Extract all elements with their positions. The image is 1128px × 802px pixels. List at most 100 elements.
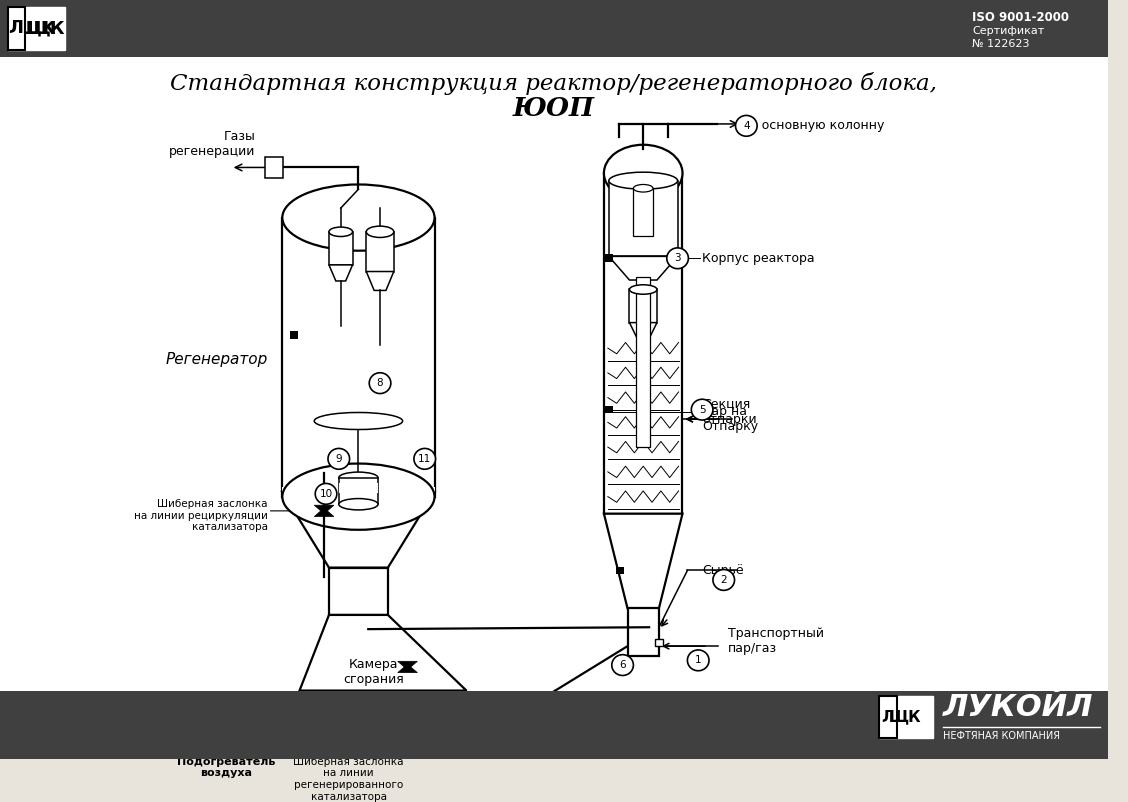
Circle shape <box>687 650 710 670</box>
Polygon shape <box>315 508 334 516</box>
Text: Сырьё: Сырьё <box>702 564 743 577</box>
Bar <box>655 638 663 646</box>
Polygon shape <box>329 265 353 281</box>
Text: Пар на
Отпарку: Пар на Отпарку <box>702 405 758 433</box>
Text: № 122623: № 122623 <box>972 39 1030 50</box>
Polygon shape <box>300 615 467 691</box>
Text: Воздух: Воздух <box>158 703 204 716</box>
Ellipse shape <box>338 499 378 510</box>
Bar <box>282 488 434 493</box>
Bar <box>329 568 388 615</box>
Text: ЩК: ЩК <box>26 19 64 38</box>
Polygon shape <box>367 272 394 290</box>
Text: НЕФТЯНАЯ КОМПАНИЯ: НЕФТЯНАЯ КОМПАНИЯ <box>943 731 1059 741</box>
Bar <box>282 496 434 531</box>
Ellipse shape <box>315 412 403 430</box>
Bar <box>8 6 25 51</box>
Bar <box>636 277 650 448</box>
Circle shape <box>713 569 734 590</box>
Bar <box>603 173 682 201</box>
Polygon shape <box>282 492 434 568</box>
Text: Сертификат: Сертификат <box>972 26 1045 36</box>
Ellipse shape <box>634 184 653 192</box>
Bar <box>338 484 378 493</box>
Text: ЮОП: ЮОП <box>513 96 594 121</box>
Text: Транспортный
пар/газ: Транспортный пар/газ <box>728 627 823 655</box>
Bar <box>0 57 1108 691</box>
Text: 10: 10 <box>319 489 333 499</box>
Text: ЩК: ЩК <box>889 710 922 725</box>
Ellipse shape <box>603 144 682 201</box>
Bar <box>282 217 434 496</box>
Text: Шиберная
заслонка
на линии
отработанного
катализатора: Шиберная заслонка на линии отработанного… <box>584 703 667 759</box>
Polygon shape <box>315 505 334 514</box>
Text: Секция
отпарки: Секция отпарки <box>702 398 757 426</box>
Polygon shape <box>398 664 417 673</box>
Circle shape <box>414 448 435 469</box>
Text: ЛУКОЙЛ: ЛУКОЙЛ <box>943 693 1093 722</box>
Bar <box>265 157 283 178</box>
Bar <box>290 331 298 338</box>
Ellipse shape <box>609 172 678 189</box>
Polygon shape <box>629 322 656 338</box>
Bar <box>8 6 64 51</box>
Text: Топливо: Топливо <box>149 741 204 754</box>
Ellipse shape <box>282 464 434 530</box>
Bar <box>209 705 243 752</box>
Circle shape <box>369 373 390 394</box>
Text: Л: Л <box>8 19 24 38</box>
Circle shape <box>611 654 634 675</box>
Circle shape <box>328 448 350 469</box>
Text: Подогреватель
воздуха: Подогреватель воздуха <box>177 757 275 779</box>
Bar <box>603 173 682 514</box>
Ellipse shape <box>338 472 378 484</box>
Bar <box>329 232 353 265</box>
Polygon shape <box>565 700 584 709</box>
Circle shape <box>691 399 713 420</box>
Text: Л: Л <box>881 710 895 725</box>
Text: 7: 7 <box>370 728 377 738</box>
Bar <box>609 180 678 257</box>
Circle shape <box>362 723 384 743</box>
Text: Шиберная заслонка
на линии рециркуляции
катализатора: Шиберная заслонка на линии рециркуляции … <box>134 499 267 533</box>
Ellipse shape <box>282 184 434 251</box>
Text: 9: 9 <box>335 454 342 464</box>
Text: 11: 11 <box>418 454 431 464</box>
Text: Шиберная заслонка
на линии
регенерированного
катализатора: Шиберная заслонка на линии регенерирован… <box>293 757 404 802</box>
Bar <box>0 0 1108 57</box>
Text: 6: 6 <box>619 660 626 670</box>
Ellipse shape <box>329 227 353 237</box>
Text: 2: 2 <box>721 575 728 585</box>
Text: ЩК: ЩК <box>17 19 55 38</box>
Text: 5: 5 <box>699 405 705 415</box>
Bar <box>629 290 656 322</box>
Polygon shape <box>603 514 682 608</box>
Text: Стандартная конструкция реактор/регенераторного блока,: Стандартная конструкция реактор/регенера… <box>170 71 937 95</box>
Bar <box>616 567 624 574</box>
Bar <box>300 691 467 723</box>
Bar <box>300 723 467 738</box>
Text: Корпус реактора: Корпус реактора <box>702 252 814 265</box>
Circle shape <box>735 115 757 136</box>
Text: Регенератор: Регенератор <box>166 352 267 367</box>
Ellipse shape <box>629 285 656 294</box>
Text: В основную колонну: В основную колонну <box>749 119 884 132</box>
Bar <box>879 696 897 738</box>
Text: 8: 8 <box>377 379 384 388</box>
Polygon shape <box>398 662 417 670</box>
Text: ISO 9001-2000: ISO 9001-2000 <box>972 10 1069 23</box>
Polygon shape <box>609 257 678 280</box>
Text: Газы
регенерации: Газы регенерации <box>169 130 255 158</box>
Bar <box>879 696 933 738</box>
Text: Камера
сгорания: Камера сгорания <box>343 658 404 686</box>
Bar <box>367 232 394 272</box>
Ellipse shape <box>367 226 394 237</box>
Ellipse shape <box>300 710 467 738</box>
Circle shape <box>315 484 337 504</box>
Polygon shape <box>565 697 584 706</box>
Text: 1: 1 <box>695 655 702 666</box>
Text: 4: 4 <box>743 121 750 131</box>
Text: 3: 3 <box>675 253 681 263</box>
Circle shape <box>667 248 688 269</box>
Bar <box>605 254 613 262</box>
